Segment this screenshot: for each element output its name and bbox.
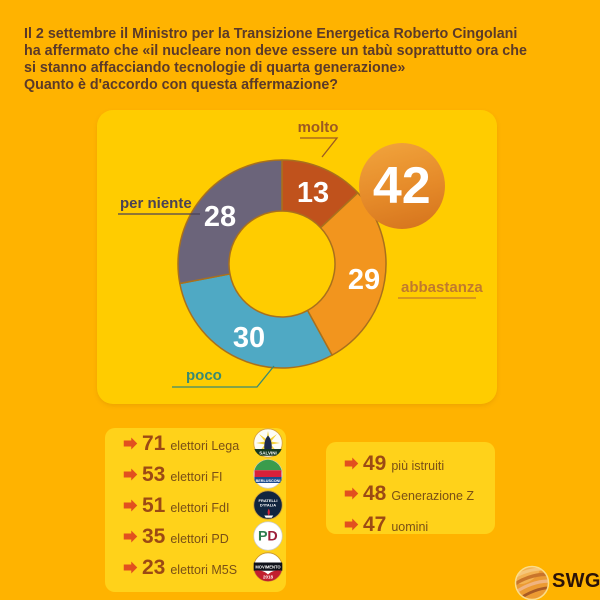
svg-text:28: 28 [204, 201, 236, 233]
svg-text:30: 30 [233, 322, 265, 354]
svg-text:D'ITALIA: D'ITALIA [260, 503, 276, 508]
svg-text:SALVINI: SALVINI [259, 450, 276, 455]
svg-text:13: 13 [297, 177, 329, 209]
svg-text:per niente: per niente [120, 195, 192, 212]
svg-text:MOVIMENTO: MOVIMENTO [255, 565, 281, 570]
svg-text:abbastanza: abbastanza [401, 279, 483, 296]
svg-text:2018: 2018 [263, 574, 274, 579]
svg-text:29: 29 [348, 264, 380, 296]
svg-text:D: D [267, 529, 277, 545]
svg-text:P: P [258, 529, 268, 545]
svg-text:poco: poco [186, 367, 222, 384]
svg-text:molto: molto [298, 119, 339, 136]
svg-text:BERLUSCONI: BERLUSCONI [256, 479, 281, 483]
